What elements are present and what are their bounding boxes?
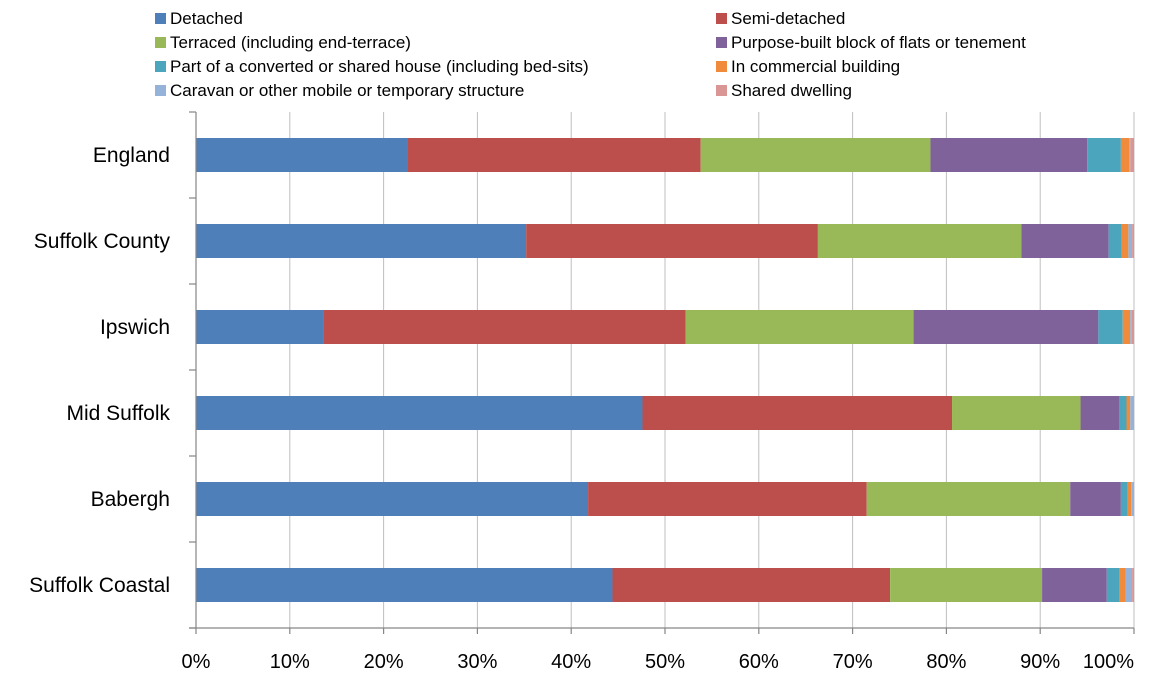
bar-england-in-commercial-building — [1120, 138, 1130, 172]
bar-suffolk-county-purpose-built-block-of-flats-or-tenement — [1021, 224, 1109, 258]
bar-babergh-terraced-including-end-terrace — [866, 482, 1071, 516]
bar-babergh-detached — [196, 482, 589, 516]
bar-babergh-semi-detached — [588, 482, 867, 516]
bar-suffolk-county-semi-detached — [526, 224, 818, 258]
x-tick-label-10: 100% — [1083, 651, 1134, 673]
legend-label-part-of-a-converted-or-shared-house-including-bed-sits: Part of a converted or shared house (inc… — [170, 57, 589, 76]
category-label-babergh: Babergh — [91, 488, 170, 511]
gridlines — [195, 112, 1135, 628]
bar-mid-suffolk-detached — [196, 396, 643, 430]
bar-england-caravan-or-other-mobile-or-temporary-structure — [1129, 138, 1131, 172]
x-tick-label-9: 90% — [1020, 651, 1060, 673]
x-tick-label-8: 80% — [926, 651, 966, 673]
legend-label-caravan-or-other-mobile-or-temporary-structure: Caravan or other mobile or temporary str… — [170, 81, 524, 100]
bar-ipswich-detached — [196, 310, 324, 344]
legend-swatch-part-of-a-converted-or-shared-house-including-bed-sits — [155, 61, 166, 72]
legend-label-in-commercial-building: In commercial building — [731, 57, 900, 76]
legend-swatch-semi-detached — [716, 13, 727, 24]
x-tick-label-2: 20% — [364, 651, 404, 673]
legend-label-detached: Detached — [170, 9, 243, 28]
bar-babergh-in-commercial-building — [1127, 482, 1132, 516]
x-tick-labels: 0% 10% 20% 30% 40% 50% 60% 70% 80% 90% 100% — [182, 651, 1135, 673]
x-tick-label-5: 50% — [645, 651, 685, 673]
x-tick-label-3: 30% — [457, 651, 497, 673]
bar-ipswich-purpose-built-block-of-flats-or-tenement — [913, 310, 1099, 344]
bar-suffolk-coastal-purpose-built-block-of-flats-or-tenement — [1042, 568, 1107, 602]
legend-label-terraced-including-end-terrace: Terraced (including end-terrace) — [170, 33, 411, 52]
bar-suffolk-coastal-semi-detached — [612, 568, 891, 602]
bar-suffolk-coastal-detached — [196, 568, 613, 602]
bar-ipswich-caravan-or-other-mobile-or-temporary-structure — [1130, 310, 1132, 344]
bar-babergh-shared-dwelling — [1133, 482, 1134, 516]
bar-mid-suffolk-purpose-built-block-of-flats-or-tenement — [1080, 396, 1119, 430]
bar-suffolk-coastal-in-commercial-building — [1118, 568, 1126, 602]
bar-england-shared-dwelling — [1130, 138, 1134, 172]
category-label-suffolk-coastal: Suffolk Coastal — [29, 574, 170, 597]
legend-swatch-detached — [155, 13, 166, 24]
bar-suffolk-county-shared-dwelling — [1132, 224, 1134, 258]
x-tick-label-1: 10% — [270, 651, 310, 673]
legend-swatch-purpose-built-block-of-flats-or-tenement — [716, 37, 727, 48]
bar-suffolk-county-part-of-a-converted-or-shared-house-including-bed-sits — [1108, 224, 1122, 258]
bar-suffolk-county-detached — [196, 224, 527, 258]
legend-label-semi-detached: Semi-detached — [731, 9, 845, 28]
legend-swatch-in-commercial-building — [716, 61, 727, 72]
bar-suffolk-coastal-terraced-including-end-terrace — [890, 568, 1043, 602]
legend-swatch-terraced-including-end-terrace — [155, 37, 166, 48]
bar-mid-suffolk-in-commercial-building — [1126, 396, 1131, 430]
bar-ipswich-shared-dwelling — [1131, 310, 1134, 344]
category-label-mid-suffolk: Mid Suffolk — [67, 402, 171, 425]
bar-ipswich-in-commercial-building — [1122, 310, 1131, 344]
bar-mid-suffolk-terraced-including-end-terrace — [952, 396, 1081, 430]
axes — [189, 111, 1135, 634]
category-label-ipswich: Ipswich — [100, 316, 170, 339]
bar-england-part-of-a-converted-or-shared-house-including-bed-sits — [1087, 138, 1121, 172]
x-tick-label-7: 70% — [833, 651, 873, 673]
bars — [196, 138, 1134, 602]
bar-ipswich-semi-detached — [323, 310, 686, 344]
bar-mid-suffolk-part-of-a-converted-or-shared-house-including-bed-sits — [1118, 396, 1127, 430]
bar-babergh-purpose-built-block-of-flats-or-tenement — [1070, 482, 1121, 516]
bar-babergh-part-of-a-converted-or-shared-house-including-bed-sits — [1120, 482, 1128, 516]
bar-england-purpose-built-block-of-flats-or-tenement — [930, 138, 1088, 172]
bar-mid-suffolk-semi-detached — [642, 396, 953, 430]
legend: Detached Semi-detached Terraced (including… — [155, 9, 1026, 100]
x-tick-label-0: 0% — [182, 651, 211, 673]
bar-suffolk-coastal-part-of-a-converted-or-shared-house-including-bed-sits — [1106, 568, 1119, 602]
bar-babergh-caravan-or-other-mobile-or-temporary-structure — [1131, 482, 1134, 516]
x-tick-label-4: 40% — [551, 651, 591, 673]
legend-swatch-caravan-or-other-mobile-or-temporary-structure — [155, 85, 166, 96]
bar-mid-suffolk-caravan-or-other-mobile-or-temporary-structure — [1130, 396, 1134, 430]
bar-suffolk-county-caravan-or-other-mobile-or-temporary-structure — [1128, 224, 1133, 258]
bar-england-semi-detached — [407, 138, 701, 172]
bar-ipswich-terraced-including-end-terrace — [685, 310, 914, 344]
legend-swatch-shared-dwelling — [716, 85, 727, 96]
category-label-suffolk-county: Suffolk County — [34, 230, 171, 253]
bar-suffolk-coastal-shared-dwelling — [1132, 568, 1134, 602]
category-labels: England Suffolk County Ipswich Mid Suffolk B… — [29, 144, 170, 597]
bar-england-detached — [196, 138, 408, 172]
bar-suffolk-coastal-caravan-or-other-mobile-or-temporary-structure — [1125, 568, 1133, 602]
category-label-england: England — [93, 144, 170, 167]
bar-suffolk-county-in-commercial-building — [1121, 224, 1129, 258]
bar-england-terraced-including-end-terrace — [700, 138, 931, 172]
bar-suffolk-county-terraced-including-end-terrace — [817, 224, 1022, 258]
legend-label-shared-dwelling: Shared dwelling — [731, 81, 852, 100]
legend-label-purpose-built-block-of-flats-or-tenement: Purpose-built block of flats or tenement — [731, 33, 1026, 52]
x-tick-label-6: 60% — [739, 651, 779, 673]
bar-ipswich-part-of-a-converted-or-shared-house-including-bed-sits — [1098, 310, 1123, 344]
